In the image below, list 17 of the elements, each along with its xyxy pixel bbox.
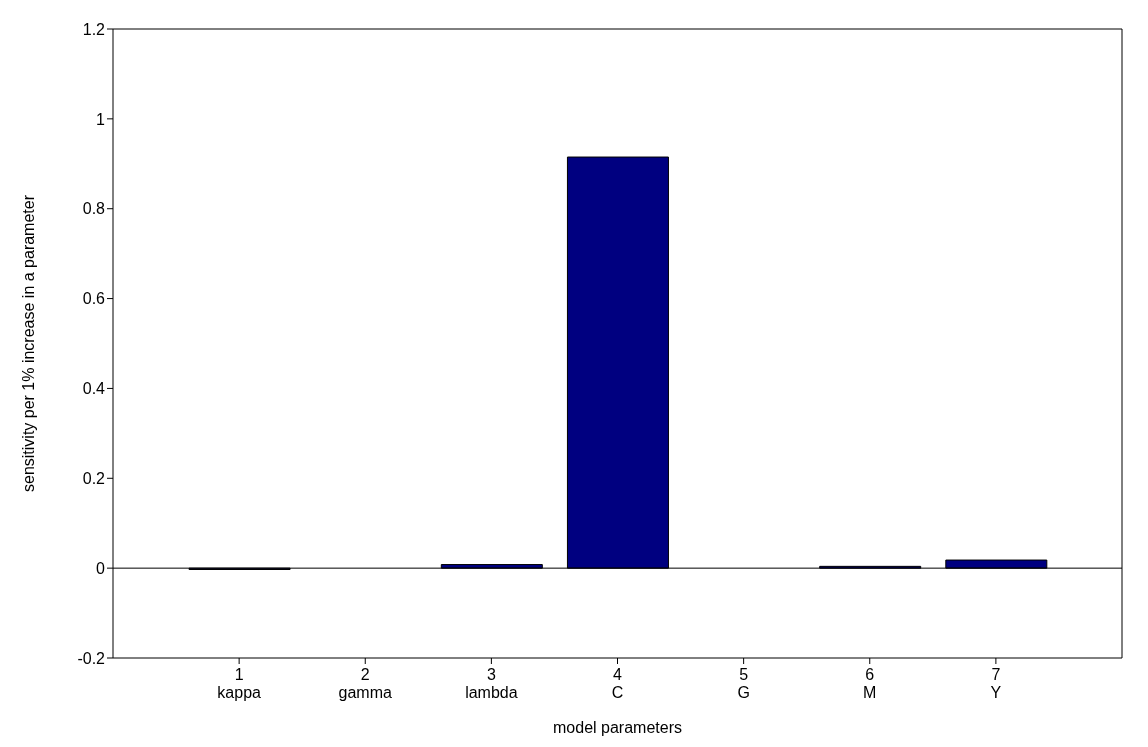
x-tick-label: 1 kappa [217, 666, 262, 701]
y-tick-label: -0.2 [77, 649, 106, 667]
y-tick-label: 1 [96, 110, 106, 128]
x-tick-label: 3 lambda [465, 666, 518, 701]
y-tick-label: 0.4 [82, 380, 106, 398]
y-tick-label: 0.6 [82, 290, 106, 308]
y-axis-title: sensitivity per 1% increase in a parameter [19, 194, 37, 493]
x-tick-label: 6 M [863, 666, 877, 701]
y-tick-label: 0.8 [82, 200, 106, 218]
y-tick-label: 0.2 [82, 469, 106, 487]
y-tick-label: 0 [96, 559, 106, 577]
x-axis-title: model parameters [553, 719, 682, 736]
x-tick-label: 5 G [737, 666, 750, 701]
x-tick-label: 2 gamma [338, 666, 393, 701]
x-tick-label: 7 Y [990, 666, 1002, 701]
y-tick-label: 1.2 [82, 20, 106, 38]
x-tick-label: 4 C [611, 666, 624, 701]
